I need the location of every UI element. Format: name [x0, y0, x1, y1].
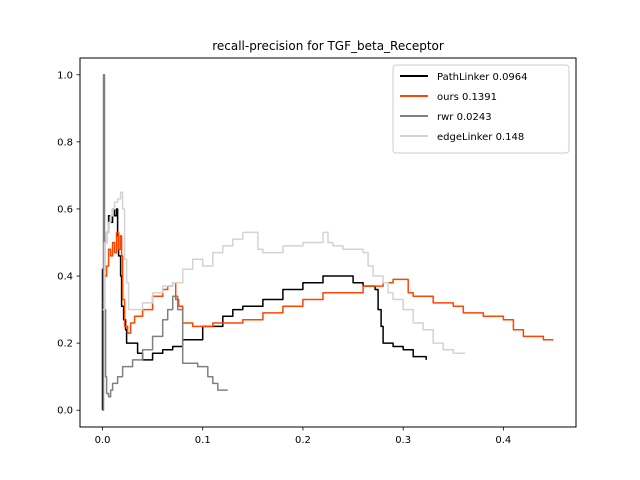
x-tick-label: 0.2	[295, 435, 311, 446]
y-tick-label: 0.4	[57, 272, 73, 283]
series-line-3	[102, 74, 228, 411]
x-tick-label: 0.0	[95, 435, 111, 446]
x-tick-label: 0.3	[395, 435, 411, 446]
y-tick-label: 1.0	[57, 70, 73, 81]
legend-label-1: PathLinker 0.0964	[437, 72, 528, 83]
y-tick-label: 0.8	[57, 137, 73, 148]
legend: PathLinker 0.0964 ours 0.1391 rwr 0.0243 ed…	[392, 64, 570, 154]
legend-label-2: ours 0.1391	[437, 92, 497, 103]
y-tick-label: 0.6	[57, 204, 73, 215]
chart-title: recall-precision for TGF_beta_Receptor	[212, 39, 444, 53]
x-tick-label: 0.4	[495, 435, 511, 446]
legend-label-4: edgeLinker 0.148	[437, 132, 524, 143]
x-axis: 0.0 0.1 0.2 0.3 0.4	[95, 427, 511, 446]
y-axis: 0.0 0.2 0.4 0.6 0.8 1.0	[57, 70, 80, 417]
series-layer	[101, 74, 554, 411]
y-tick-label: 0.0	[57, 406, 73, 417]
y-tick-label: 0.2	[57, 339, 73, 350]
series-line-4	[102, 191, 466, 354]
legend-box	[392, 64, 570, 154]
plot-frame	[79, 57, 577, 428]
legend-label-3: rwr 0.0243	[437, 112, 492, 123]
x-tick-label: 0.1	[195, 435, 211, 446]
series-line-1	[101, 208, 427, 411]
